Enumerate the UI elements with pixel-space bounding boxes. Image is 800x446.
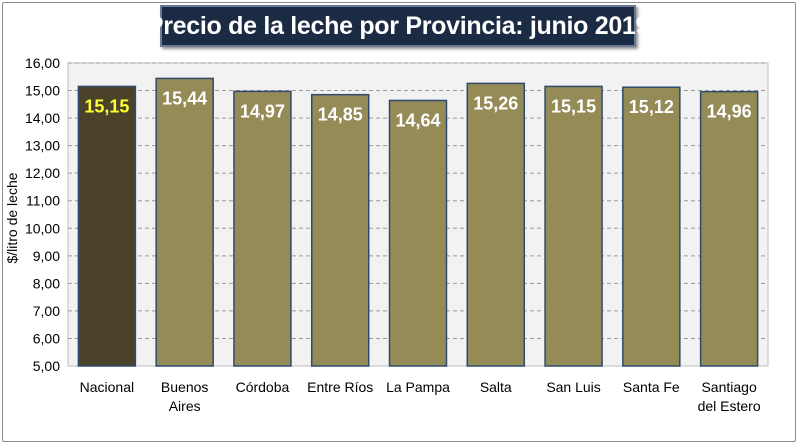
y-tick-label: 12,00: [25, 165, 60, 181]
x-tick-label: Córdoba: [236, 379, 290, 395]
bar-value-label: 14,96: [707, 102, 752, 122]
bar: [155, 77, 214, 367]
bar: [622, 86, 681, 367]
y-tick-label: 8,00: [33, 275, 60, 291]
x-tick-label: Entre Ríos: [307, 379, 373, 395]
bar-value-label: 15,12: [629, 97, 674, 117]
bar: [388, 99, 448, 367]
x-tick-label: Santiago: [701, 379, 756, 395]
y-tick-label: 16,00: [25, 55, 60, 71]
chart-title-box: Precio de la leche por Provincia: junio …: [147, 5, 649, 47]
x-tick-label: del Estero: [698, 398, 761, 414]
bar: [699, 90, 759, 367]
bar: [310, 93, 370, 367]
bar: [466, 82, 526, 367]
bar-value-label: 14,85: [318, 105, 363, 125]
bar: [544, 85, 603, 367]
y-tick-label: 15,00: [25, 83, 60, 99]
bar-value-label: 15,26: [473, 93, 518, 113]
bar-value-label: 15,15: [551, 96, 596, 116]
bar: [233, 90, 292, 367]
chart-title: Precio de la leche por Provincia: junio …: [146, 11, 650, 40]
y-tick-label: 11,00: [26, 193, 60, 209]
y-tick-label: 10,00: [25, 220, 60, 236]
x-tick-label: Buenos: [161, 379, 208, 395]
bar-value-label: 15,15: [84, 96, 129, 116]
bar: [77, 85, 137, 367]
x-tick-label: La Pampa: [386, 379, 450, 395]
y-tick-label: 5,00: [33, 358, 60, 374]
x-tick-label: Santa Fe: [623, 379, 680, 395]
bar-value-label: 14,97: [240, 101, 285, 121]
y-tick-label: 6,00: [33, 330, 60, 346]
x-tick-label: San Luis: [546, 379, 600, 395]
bar-value-label: 14,64: [395, 110, 440, 130]
y-tick-label: 13,00: [25, 138, 60, 154]
bar-value-label: 15,44: [162, 88, 207, 108]
y-tick-label: 9,00: [33, 248, 60, 264]
x-tick-label: Nacional: [80, 379, 134, 395]
x-tick-label: Aires: [169, 398, 201, 414]
y-tick-label: 14,00: [25, 110, 60, 126]
y-tick-label: 7,00: [33, 303, 60, 319]
x-tick-label: Salta: [480, 379, 512, 395]
